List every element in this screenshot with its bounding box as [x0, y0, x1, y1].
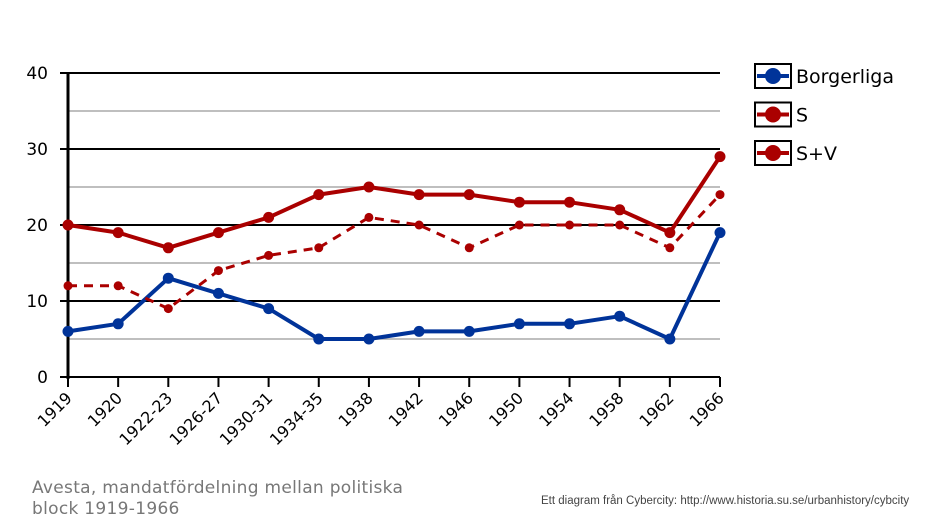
x-tick-label: 1962 — [635, 388, 677, 430]
data-point — [212, 227, 224, 239]
data-point — [162, 242, 174, 254]
x-tick-label: 1930-31 — [216, 388, 277, 449]
data-point — [664, 333, 676, 345]
data-point — [714, 227, 726, 239]
data-point — [564, 196, 576, 208]
legend-marker — [765, 68, 781, 84]
data-point — [665, 243, 675, 253]
x-tick-label: 1938 — [335, 388, 377, 430]
data-point — [62, 219, 74, 231]
data-point — [565, 220, 575, 230]
data-point — [615, 220, 625, 230]
legend-label: Borgerliga — [796, 66, 894, 88]
data-point — [414, 220, 424, 230]
data-point — [112, 318, 124, 330]
data-point — [113, 281, 123, 291]
data-point — [714, 151, 726, 163]
series-borgerliga — [62, 227, 726, 345]
series-line — [68, 193, 722, 311]
data-point — [63, 281, 73, 291]
y-tick-label: 30 — [26, 140, 48, 160]
y-tick-label: 10 — [26, 292, 48, 312]
data-point — [264, 250, 274, 260]
data-point — [564, 318, 576, 330]
data-point — [112, 227, 124, 239]
data-point — [314, 243, 324, 253]
series-s — [63, 190, 725, 314]
data-point — [463, 189, 475, 201]
series-line — [67, 231, 722, 341]
data-point — [213, 266, 223, 276]
legend-marker — [765, 145, 781, 161]
x-tick-label: 1954 — [535, 388, 577, 430]
data-point — [463, 325, 475, 337]
data-point — [664, 227, 676, 239]
series-line — [67, 155, 722, 250]
data-point — [464, 243, 474, 253]
data-point — [614, 204, 626, 216]
x-tick-label: 1966 — [686, 388, 728, 430]
data-point — [513, 196, 525, 208]
data-point — [614, 310, 626, 322]
x-tick-label: 1926-27 — [166, 388, 227, 449]
data-point — [313, 189, 325, 201]
data-point — [364, 212, 374, 222]
x-tick-label: 1922-23 — [115, 388, 176, 449]
x-tick-label: 1920 — [84, 388, 126, 430]
series-s-v — [62, 151, 726, 254]
data-point — [163, 304, 173, 314]
data-point — [62, 325, 74, 337]
legend-label: S+V — [796, 143, 837, 165]
data-point — [413, 325, 425, 337]
data-point — [212, 287, 224, 299]
data-point — [363, 333, 375, 345]
x-tick-label: 1958 — [585, 388, 627, 430]
data-point — [313, 333, 325, 345]
data-point — [715, 190, 725, 200]
data-point — [514, 220, 524, 230]
chart-caption: Avesta, mandatfördelning mellan politisk… — [32, 478, 404, 519]
legend-label: S — [796, 105, 808, 127]
chart-credit: Ett diagram från Cybercity: http://www.h… — [541, 495, 910, 507]
x-tick-label: 1919 — [34, 388, 76, 430]
y-tick-label: 20 — [26, 216, 48, 236]
x-tick-label: 1946 — [435, 388, 477, 430]
x-tick-label: 1934-35 — [266, 388, 327, 449]
y-tick-label: 0 — [37, 368, 48, 388]
data-point — [413, 189, 425, 201]
x-tick-label: 1950 — [485, 388, 527, 430]
data-point — [263, 303, 275, 315]
data-point — [162, 272, 174, 284]
data-point — [363, 181, 375, 193]
y-tick-label: 40 — [26, 64, 48, 84]
legend-marker — [765, 106, 781, 123]
data-point — [263, 211, 275, 223]
x-tick-label: 1942 — [385, 388, 427, 430]
data-point — [513, 318, 525, 330]
